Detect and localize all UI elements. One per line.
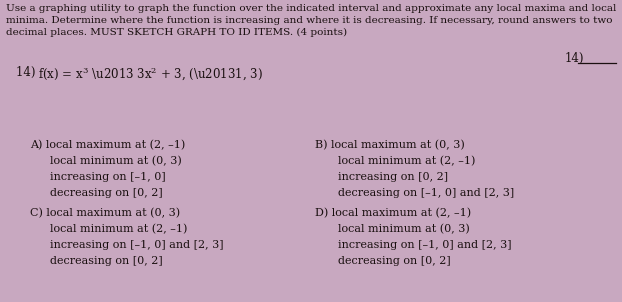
Text: 14): 14) [16, 66, 39, 79]
Text: local minimum at (0, 3): local minimum at (0, 3) [338, 224, 470, 234]
Text: decreasing on [0, 2]: decreasing on [0, 2] [338, 256, 451, 266]
Text: 14): 14) [565, 52, 585, 65]
Text: decreasing on [0, 2]: decreasing on [0, 2] [50, 256, 163, 266]
Text: B) local maximum at (0, 3): B) local maximum at (0, 3) [315, 140, 465, 150]
Text: C) local maximum at (0, 3): C) local maximum at (0, 3) [30, 208, 180, 218]
Text: local minimum at (0, 3): local minimum at (0, 3) [50, 156, 182, 166]
Text: decreasing on [0, 2]: decreasing on [0, 2] [50, 188, 163, 198]
Text: increasing on [–1, 0] and [2, 3]: increasing on [–1, 0] and [2, 3] [338, 240, 512, 250]
Text: A) local maximum at (2, –1): A) local maximum at (2, –1) [30, 140, 185, 150]
Text: D) local maximum at (2, –1): D) local maximum at (2, –1) [315, 208, 471, 218]
Text: increasing on [0, 2]: increasing on [0, 2] [338, 172, 448, 182]
Text: local minimum at (2, –1): local minimum at (2, –1) [50, 224, 187, 234]
Text: increasing on [–1, 0] and [2, 3]: increasing on [–1, 0] and [2, 3] [50, 240, 224, 250]
Text: increasing on [–1, 0]: increasing on [–1, 0] [50, 172, 165, 182]
Text: f(x) = $\mathregular{x^3}$ \u2013 3$\mathregular{x^2}$ + 3, (\u20131, 3): f(x) = $\mathregular{x^3}$ \u2013 3$\mat… [38, 66, 263, 83]
Text: decreasing on [–1, 0] and [2, 3]: decreasing on [–1, 0] and [2, 3] [338, 188, 514, 198]
Text: Use a graphing utility to graph the function over the indicated interval and app: Use a graphing utility to graph the func… [6, 4, 616, 37]
Text: local minimum at (2, –1): local minimum at (2, –1) [338, 156, 475, 166]
